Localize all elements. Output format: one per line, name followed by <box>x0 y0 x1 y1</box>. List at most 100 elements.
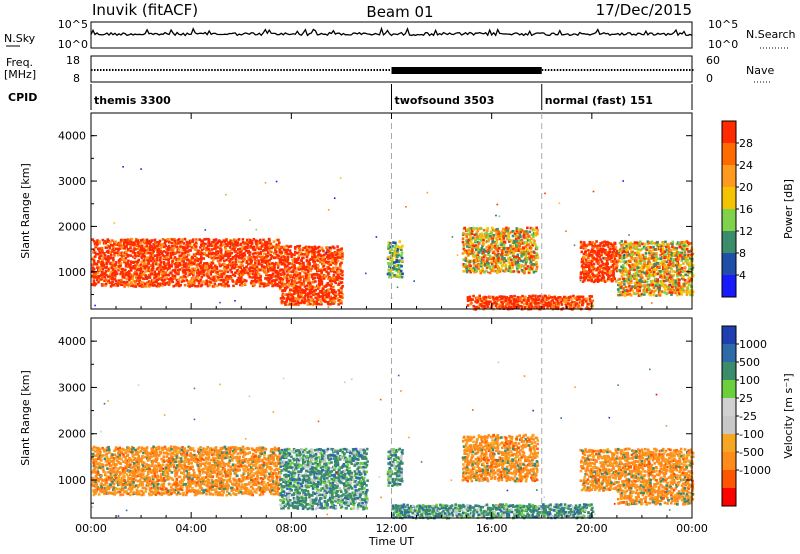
data-cell <box>482 263 485 267</box>
data-cell <box>196 251 200 255</box>
data-cell <box>513 249 517 253</box>
data-cell <box>520 255 523 259</box>
data-cell <box>489 230 493 234</box>
data-cell <box>111 273 114 276</box>
data-cell <box>289 300 292 304</box>
data-cell <box>529 252 533 255</box>
data-cell <box>687 280 690 284</box>
data-cell <box>239 263 242 267</box>
data-cell <box>635 277 639 280</box>
data-cell <box>274 256 277 259</box>
data-cell <box>321 275 324 279</box>
data-cell <box>237 272 240 275</box>
data-cell <box>492 250 496 253</box>
data-cell <box>249 239 252 242</box>
data-cell <box>213 238 217 242</box>
data-cell <box>336 278 339 281</box>
freq-mark <box>662 69 664 71</box>
data-cell <box>336 245 339 248</box>
data-cell <box>596 266 600 270</box>
data-cell <box>127 259 130 263</box>
data-cell <box>491 236 495 240</box>
data-cell <box>127 253 130 257</box>
freq-tick-bottom: 8 <box>73 72 80 85</box>
data-cell <box>686 291 690 294</box>
freq-mark <box>343 69 345 71</box>
data-cell <box>163 278 167 281</box>
freq-trace <box>91 67 694 74</box>
data-cell <box>261 255 264 259</box>
data-cell <box>320 301 323 304</box>
data-cell <box>643 242 647 246</box>
freq-mark <box>547 69 550 71</box>
data-cell <box>507 247 510 250</box>
data-cell <box>677 253 681 256</box>
data-cell <box>480 258 484 261</box>
data-cell <box>627 281 631 285</box>
data-cell <box>481 235 484 239</box>
data-cell <box>612 271 615 275</box>
colorbar-tick-label: 20 <box>739 181 753 194</box>
data-cell <box>481 269 485 273</box>
data-cell <box>201 280 204 284</box>
data-cell <box>95 483 99 486</box>
data-cell <box>660 263 664 266</box>
data-cell <box>218 244 222 248</box>
data-cell <box>596 259 600 262</box>
data-cell <box>572 294 575 298</box>
data-cell <box>339 277 343 280</box>
data-cell <box>146 259 150 263</box>
data-cell <box>95 446 98 450</box>
freq-mark <box>565 69 568 71</box>
data-cell <box>634 292 637 296</box>
data-cell <box>578 297 581 301</box>
data-cell <box>507 269 510 273</box>
data-cell <box>236 278 239 282</box>
data-cell <box>206 254 209 257</box>
data-cell <box>282 293 286 296</box>
data-cell <box>555 301 559 305</box>
data-cell <box>188 239 192 243</box>
data-cell <box>204 264 207 268</box>
data-cell <box>162 262 166 266</box>
data-cell <box>505 237 509 241</box>
data-cell <box>619 270 623 274</box>
data-cell <box>193 277 196 280</box>
data-cell <box>654 289 657 292</box>
data-cell <box>295 261 299 264</box>
data-cell <box>647 258 651 261</box>
data-cell <box>281 277 285 281</box>
data-cell <box>643 293 646 296</box>
data-cell <box>654 248 658 251</box>
data-cell <box>243 270 246 273</box>
data-cell <box>661 267 665 270</box>
data-cell <box>299 278 302 282</box>
data-cell <box>516 234 519 238</box>
data-cell <box>138 252 141 255</box>
data-cell <box>135 244 139 247</box>
data-cell <box>160 251 164 255</box>
data-cell <box>661 269 665 273</box>
data-cell <box>519 296 522 299</box>
data-cell <box>611 260 615 263</box>
data-cell <box>637 283 640 287</box>
data-cell <box>282 245 286 249</box>
data-cell <box>177 264 181 267</box>
data-cell <box>329 246 333 249</box>
freq-mark <box>355 69 357 71</box>
data-cell <box>328 260 331 264</box>
data-cell <box>249 219 251 221</box>
data-cell <box>114 266 118 270</box>
data-cell <box>498 215 501 218</box>
data-cell <box>472 294 475 298</box>
data-cell <box>159 243 163 247</box>
data-cell <box>523 250 526 254</box>
data-cell <box>304 293 308 296</box>
data-cell <box>584 247 587 250</box>
data-cell <box>275 243 278 246</box>
data-cell <box>600 247 603 251</box>
data-cell <box>336 270 340 274</box>
data-cell <box>318 260 322 264</box>
data-cell <box>292 269 295 272</box>
data-cell <box>626 291 629 294</box>
